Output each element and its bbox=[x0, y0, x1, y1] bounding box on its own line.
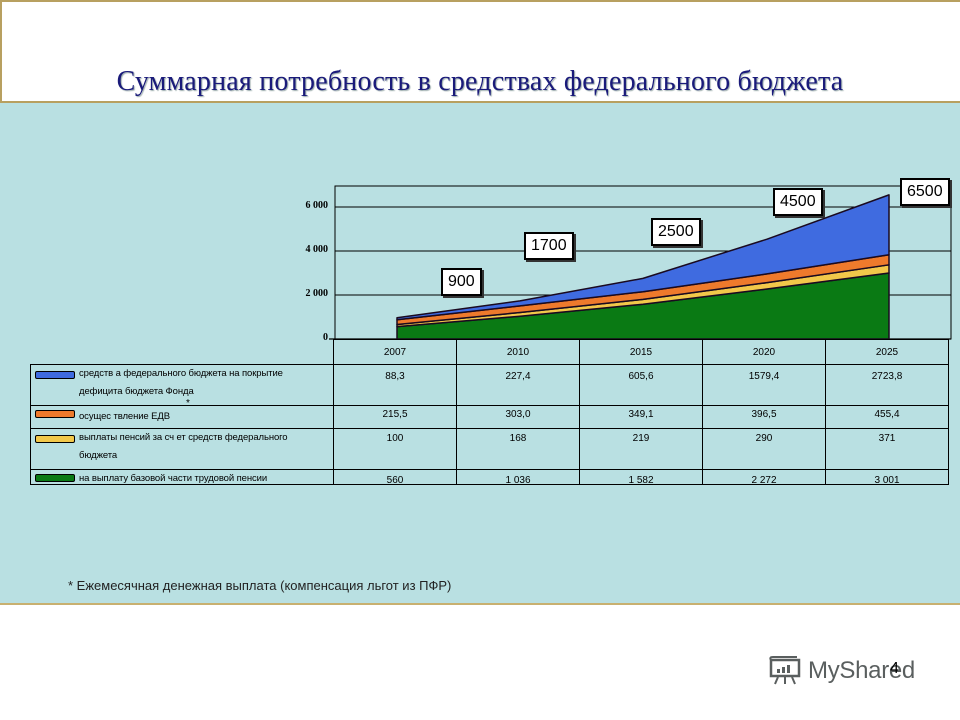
presentation-board-icon bbox=[769, 656, 801, 685]
data-table-header: 2007 2010 2015 2020 2025 bbox=[30, 339, 949, 365]
slide-title: Суммарная потребность в средствах федера… bbox=[116, 66, 844, 97]
y-tick-label: 4 000 bbox=[305, 244, 329, 255]
total-callout: 1700 bbox=[524, 232, 574, 260]
table-cell: 290 bbox=[702, 428, 826, 470]
blue-swatch-icon bbox=[35, 371, 75, 379]
table-cell: 371 bbox=[825, 428, 949, 470]
table-cell: 1579,4 bbox=[702, 364, 826, 406]
watermark-text: MyShared bbox=[808, 657, 915, 684]
page-number: 4 bbox=[890, 660, 899, 677]
table-cell: 100 bbox=[333, 428, 457, 470]
table-cell: 455,4 bbox=[825, 405, 949, 429]
legend-label: на выплату базовой части трудовой пенсии bbox=[79, 473, 268, 484]
table-row: средств а федерального бюджета на покрыт… bbox=[30, 364, 949, 406]
data-table: 2007 2010 2015 2020 2025 средств а федер… bbox=[30, 339, 949, 485]
table-cell: 2 272 bbox=[702, 469, 826, 485]
legend-cell: средств а федерального бюджета на покрыт… bbox=[30, 364, 334, 406]
table-cell: 605,6 bbox=[579, 364, 703, 406]
green-swatch-icon bbox=[35, 474, 75, 482]
header-year: 2010 bbox=[456, 339, 580, 365]
header-year: 2015 bbox=[579, 339, 703, 365]
yellow-swatch-icon bbox=[35, 435, 75, 443]
legend-cell: выплаты пенсий за сч ет средств федераль… bbox=[30, 428, 334, 470]
header-year: 2007 bbox=[333, 339, 457, 365]
edv-asterisk: * bbox=[186, 398, 190, 409]
total-callout: 900 bbox=[441, 268, 482, 296]
slide-frame-left bbox=[0, 0, 2, 102]
y-tick-label: 0 bbox=[323, 332, 328, 343]
header-year: 2025 bbox=[825, 339, 949, 365]
table-cell: 349,1 bbox=[579, 405, 703, 429]
table-cell: 396,5 bbox=[702, 405, 826, 429]
table-cell: 2723,8 bbox=[825, 364, 949, 406]
legend-cell: на выплату базовой части трудовой пенсии bbox=[30, 469, 334, 485]
table-row: выплаты пенсий за сч ет средств федераль… bbox=[30, 428, 949, 470]
table-row: на выплату базовой части трудовой пенсии… bbox=[30, 469, 949, 485]
table-cell: 227,4 bbox=[456, 364, 580, 406]
header-empty bbox=[30, 339, 334, 365]
orange-swatch-icon bbox=[35, 410, 75, 418]
total-callout: 6500 bbox=[900, 178, 950, 206]
table-cell: 1 582 bbox=[579, 469, 703, 485]
table-cell: 215,5 bbox=[333, 405, 457, 429]
total-callout: 4500 bbox=[773, 188, 823, 216]
table-cell: 219 bbox=[579, 428, 703, 470]
table-cell: 3 001 bbox=[825, 469, 949, 485]
legend-label: средств а федерального бюджета на покрыт… bbox=[79, 368, 283, 379]
table-cell: 1 036 bbox=[456, 469, 580, 485]
header-year: 2020 bbox=[702, 339, 826, 365]
legend-label: дефицита бюджета Фонда bbox=[79, 386, 194, 397]
table-row: осущес твление ЕДВ 215,5 303,0 349,1 396… bbox=[30, 405, 949, 429]
legend-cell: осущес твление ЕДВ bbox=[30, 405, 334, 429]
legend-label: бюджета bbox=[79, 450, 118, 461]
y-tick-label: 2 000 bbox=[305, 288, 329, 299]
watermark-logo: MyShared bbox=[768, 656, 915, 686]
table-cell: 168 bbox=[456, 428, 580, 470]
y-tick-label: 6 000 bbox=[305, 200, 329, 211]
table-cell: 88,3 bbox=[333, 364, 457, 406]
total-callout: 2500 bbox=[651, 218, 701, 246]
slide-frame-top bbox=[0, 0, 960, 2]
table-cell: 303,0 bbox=[456, 405, 580, 429]
legend-label: выплаты пенсий за сч ет средств федераль… bbox=[79, 432, 288, 443]
legend-label: осущес твление ЕДВ bbox=[79, 411, 170, 422]
table-cell: 560 bbox=[333, 469, 457, 485]
footnote: * Ежемесячная денежная выплата (компенса… bbox=[68, 578, 452, 593]
